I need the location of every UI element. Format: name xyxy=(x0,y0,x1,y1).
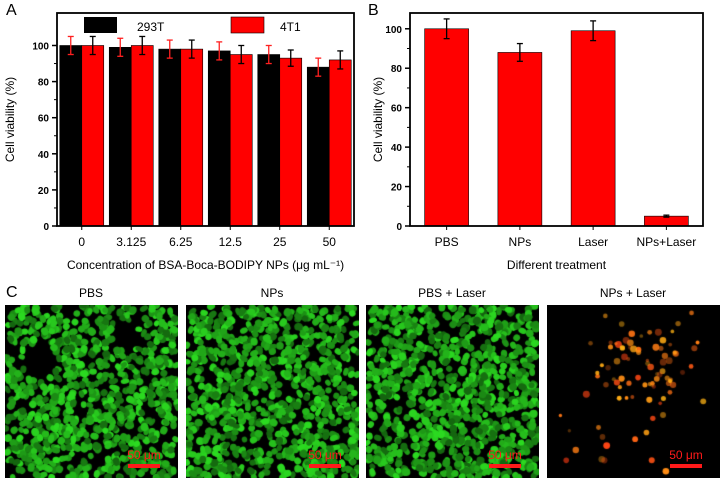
panel-label-a: A xyxy=(6,2,17,19)
y-tick-label: 20 xyxy=(38,186,50,197)
scale-bar-label: 50 μm xyxy=(127,448,161,462)
x-tick-label: Laser xyxy=(578,235,608,249)
scale-bar-line xyxy=(309,464,341,468)
bar-4t1 xyxy=(180,48,204,227)
y-tick-label: 100 xyxy=(385,25,402,36)
bar-293t xyxy=(59,45,83,227)
y-tick-label: 100 xyxy=(32,41,49,52)
x-axis-label: Different treatment xyxy=(507,258,607,272)
micrograph-green: 50 μm xyxy=(5,305,178,478)
legend-swatch-4t1 xyxy=(230,16,265,34)
bar-293t xyxy=(207,50,231,227)
scale-bar-line xyxy=(128,464,160,468)
y-tick-label: 40 xyxy=(38,150,50,161)
x-tick-label: 50 xyxy=(323,235,337,249)
micrograph-title: PBS + Laser xyxy=(418,286,486,300)
x-tick-label: PBS xyxy=(435,235,459,249)
scale-bar: 50 μm xyxy=(666,448,706,468)
bar-4t1 xyxy=(81,45,105,227)
x-axis-label: Concentration of BSA-Boca-BODIPY NPs (μg… xyxy=(67,258,344,272)
scale-bar-line xyxy=(489,464,521,468)
bar-293t xyxy=(257,54,281,227)
micrograph-image xyxy=(547,305,720,478)
bar-293t xyxy=(108,46,132,227)
y-tick-label: 60 xyxy=(391,104,403,115)
micrograph-image xyxy=(186,305,359,478)
scale-bar-label: 50 μm xyxy=(308,448,342,462)
micrograph-green: 50 μm xyxy=(186,305,359,478)
micrograph-image xyxy=(5,305,178,478)
scale-bar: 50 μm xyxy=(485,448,525,468)
x-tick-label: 3.125 xyxy=(116,235,146,249)
y-tick-label: 0 xyxy=(396,222,402,233)
y-tick-label: 80 xyxy=(38,78,50,89)
micrograph-title: NPs + Laser xyxy=(599,286,667,300)
bar-293t xyxy=(306,66,330,227)
micrograph-image xyxy=(366,305,539,478)
bar-4t1 xyxy=(130,45,154,227)
bar-4t1 xyxy=(279,57,303,227)
legend-label-4t1: 4T1 xyxy=(280,20,301,34)
x-tick-label: 0 xyxy=(78,235,85,249)
bar-cell-viability xyxy=(497,52,543,227)
scale-bar-label: 50 μm xyxy=(669,448,703,462)
scale-bar-label: 50 μm xyxy=(488,448,522,462)
micrograph-title: NPs xyxy=(260,286,284,300)
x-tick-label: 6.25 xyxy=(169,235,193,249)
y-tick-label: 0 xyxy=(43,222,49,233)
panel-label-b: B xyxy=(368,2,379,19)
y-tick-label: 20 xyxy=(391,183,403,194)
x-tick-label: 12.5 xyxy=(219,235,243,249)
scale-bar-line xyxy=(670,464,702,468)
legend-label-293t: 293T xyxy=(137,20,165,34)
y-axis-label: Cell viability (%) xyxy=(3,77,17,162)
y-tick-label: 60 xyxy=(38,114,50,125)
legend-swatch-293t xyxy=(84,17,117,33)
bar-4t1 xyxy=(328,59,352,227)
plot-frame xyxy=(56,12,355,227)
plot-frame xyxy=(409,12,704,227)
y-axis-label: Cell viability (%) xyxy=(371,77,385,162)
scale-bar: 50 μm xyxy=(124,448,164,468)
micrograph-red: 50 μm xyxy=(547,305,720,478)
micrograph-green: 50 μm xyxy=(366,305,539,478)
scale-bar: 50 μm xyxy=(305,448,345,468)
y-tick-label: 40 xyxy=(391,143,403,154)
x-tick-label: NPs xyxy=(509,235,532,249)
chart-b: 0 20 40 60 80 100 PBS NPs Laser NPs+Laser Differen… xyxy=(371,12,704,272)
micrograph-title: PBS xyxy=(78,286,103,300)
bar-293t xyxy=(158,48,182,227)
x-tick-label: NPs+Laser xyxy=(637,235,697,249)
x-tick-label: 25 xyxy=(273,235,287,249)
bar-cell-viability xyxy=(424,28,469,227)
y-tick-label: 80 xyxy=(391,64,403,75)
panel-label-c: C xyxy=(6,284,18,301)
bar-4t1 xyxy=(229,54,253,227)
bar-cell-viability xyxy=(570,30,616,227)
chart-a: 0 20 40 60 80 100 0 3.125 6.25 12.5 25 50 Concentrat… xyxy=(3,12,355,272)
